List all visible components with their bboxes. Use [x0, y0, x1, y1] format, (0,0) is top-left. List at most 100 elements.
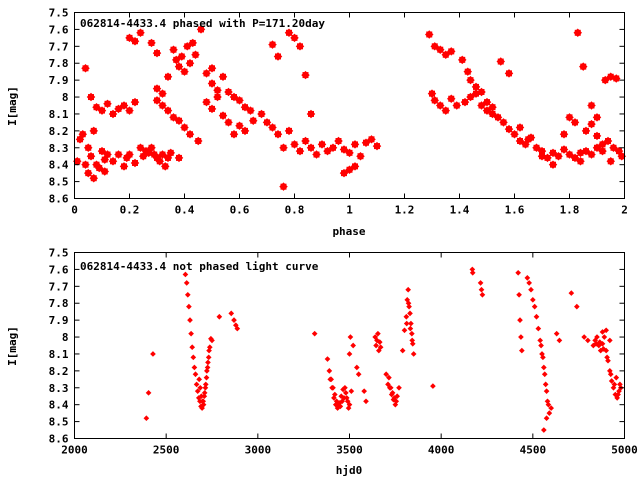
data-point: [537, 337, 543, 344]
data-point-overlay: [607, 73, 614, 80]
unphased-x-tick-label: 5000: [611, 444, 638, 457]
data-point-overlay: [123, 154, 130, 161]
data-point-overlay: [613, 75, 620, 82]
data-point-overlay: [550, 149, 556, 156]
data-point: [607, 371, 614, 378]
phased-y-tick-label: 8.4: [49, 159, 69, 172]
data-point-overlay: [126, 151, 133, 158]
data-point-overlay: [156, 158, 163, 165]
data-point: [189, 344, 196, 351]
data-point-overlay: [478, 88, 485, 95]
data-point: [216, 313, 223, 320]
data-point-overlay: [363, 139, 369, 146]
data-point: [377, 344, 384, 351]
phased-x-tick-label: 1.8: [560, 204, 580, 217]
data-point: [581, 334, 587, 340]
data-point-overlay: [269, 124, 276, 131]
data-point-overlay: [297, 148, 303, 155]
data-point: [228, 310, 235, 317]
data-point-overlay: [90, 127, 97, 134]
data-point: [535, 325, 542, 332]
data-point-overlay: [522, 141, 529, 148]
data-point-overlay: [189, 39, 196, 46]
data-point: [202, 381, 209, 388]
data-point: [231, 317, 237, 323]
data-point-overlay: [297, 43, 303, 50]
data-point-overlay: [539, 153, 545, 160]
data-point-overlay: [104, 151, 111, 158]
data-point: [405, 300, 412, 307]
data-point-overlay: [330, 144, 336, 151]
data-point-overlay: [137, 144, 144, 151]
data-point-overlay: [231, 94, 237, 101]
data-point-overlay: [489, 104, 496, 111]
data-point: [517, 317, 523, 323]
data-point: [556, 337, 563, 344]
data-point-overlay: [453, 102, 460, 109]
data-point: [617, 381, 623, 388]
data-point-overlay: [88, 94, 94, 101]
data-point-overlay: [561, 131, 567, 138]
data-point-overlay: [467, 77, 474, 84]
data-point: [311, 330, 318, 337]
data-point: [407, 325, 414, 332]
data-point: [541, 427, 547, 433]
data-point-overlay: [220, 73, 226, 80]
data-point: [518, 334, 524, 340]
unphased-y-tick-label: 7.8: [49, 297, 69, 310]
data-point: [347, 334, 354, 340]
data-point: [234, 325, 241, 332]
data-point-overlay: [357, 153, 364, 160]
data-point-overlay: [82, 65, 89, 72]
data-point: [603, 327, 609, 334]
data-point-overlay: [79, 131, 86, 138]
data-point: [469, 266, 476, 273]
phased-x-axis-label: phase: [332, 225, 365, 238]
data-point-overlay: [566, 114, 573, 121]
data-point-overlay: [165, 73, 171, 80]
unphased-x-axis-label: hjd0: [336, 464, 363, 477]
data-point-overlay: [187, 60, 193, 67]
data-point: [324, 356, 331, 362]
unphased-y-tick-label: 7.5: [49, 247, 69, 260]
data-point-overlay: [115, 151, 122, 158]
data-point-overlay: [599, 148, 606, 155]
data-point: [515, 269, 521, 276]
data-point: [354, 364, 360, 371]
data-point-overlay: [550, 161, 556, 168]
unphased-x-tick-label: 4500: [520, 444, 547, 457]
data-point: [574, 303, 580, 310]
phased-x-tick-label: 1.2: [395, 204, 415, 217]
data-point-overlay: [555, 153, 562, 160]
data-point-overlay: [588, 151, 595, 158]
data-point-overlay: [618, 153, 625, 160]
data-point: [543, 388, 550, 394]
data-point: [401, 327, 408, 334]
data-point-overlay: [448, 95, 455, 102]
data-point-overlay: [154, 97, 160, 104]
data-point: [478, 286, 485, 293]
data-point-overlay: [588, 121, 595, 128]
data-point: [150, 351, 156, 357]
data-point: [200, 401, 207, 408]
data-point-overlay: [561, 146, 567, 153]
data-point-overlay: [110, 158, 116, 165]
unphased-y-tick-label: 7.9: [49, 314, 69, 327]
data-point: [541, 364, 547, 371]
unphased-y-axis-label: I[mag]: [6, 326, 19, 366]
data-point-overlay: [525, 136, 532, 143]
data-point-overlay: [145, 149, 152, 156]
data-point: [338, 393, 345, 400]
data-point: [604, 354, 610, 361]
data-point: [406, 303, 412, 310]
data-point-overlay: [264, 119, 270, 126]
data-point-overlay: [539, 148, 545, 155]
unphased-x-tick-label: 4000: [428, 444, 455, 457]
data-point-overlay: [431, 43, 438, 50]
data-point: [530, 297, 536, 303]
data-point: [363, 398, 369, 405]
data-point-overlay: [99, 107, 105, 114]
unphased-plot: 2000 2500 3000 3500 4000 4500 5000 7.5 7.6 7.7 7.8…: [6, 247, 638, 478]
data-point: [205, 354, 212, 361]
data-point-overlay: [187, 131, 193, 138]
